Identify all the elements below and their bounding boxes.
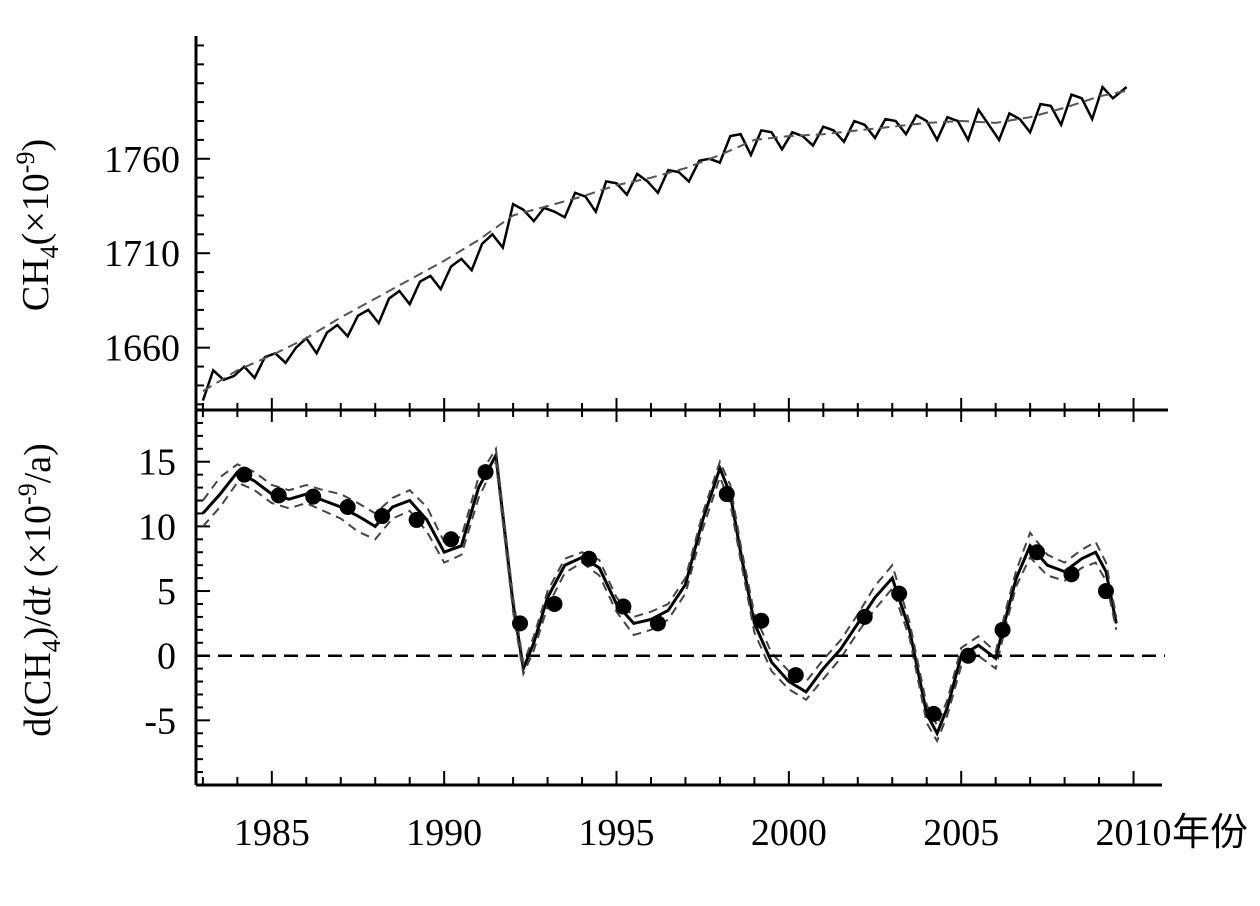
top-y-tick-label: 1660	[104, 328, 180, 370]
bottom-y-tick-label: 0	[157, 636, 176, 678]
bottom-x-tick-label: 1995	[579, 812, 655, 854]
bottom-y-tick-label: 10	[138, 506, 176, 548]
bottom-panel: -5 0 5 10 15 1985 1990 1995 2000 2005 2010 d(CH4)…	[13, 410, 1248, 854]
bottom-ylabel-b: )/d	[17, 597, 59, 639]
data-point	[270, 487, 287, 504]
data-point	[477, 464, 494, 481]
data-point	[787, 667, 804, 684]
bottom-ylabel-c: (×10	[17, 505, 59, 587]
data-point	[580, 550, 597, 567]
data-point	[718, 486, 735, 503]
bottom-y-tick-label: -5	[144, 700, 176, 742]
data-point	[615, 598, 632, 615]
bottom-ylabel-t: t	[17, 585, 59, 597]
data-point	[236, 466, 253, 483]
bottom-series-group	[196, 445, 1165, 744]
data-point	[925, 705, 942, 722]
bottom-y-ticks: -5 0 5 10 15	[138, 421, 210, 774]
top-y-ticks: 1660 1710 1760	[104, 44, 210, 406]
top-y-axis-title: CH4(×10-9)	[11, 139, 64, 311]
top-y-tick-label: 1710	[104, 233, 180, 275]
middle-x-ticks	[201, 398, 1135, 422]
top-panel: 1660 1710 1760 CH4(×10-9)	[11, 36, 1128, 410]
top-y-tick-label: 1760	[104, 139, 180, 181]
data-point	[1063, 566, 1080, 583]
bottom-x-ticks: 1985 1990 1995 2000 2005 2010	[201, 771, 1172, 854]
bottom-ylabel-sup: -9	[13, 483, 42, 505]
bottom-y-tick-label: 5	[157, 571, 176, 613]
bottom-series-line-2	[202, 458, 1118, 744]
data-point	[374, 508, 391, 525]
data-point	[649, 615, 666, 632]
bottom-series-line-1	[202, 445, 1118, 728]
bottom-x-tick-label: 2000	[751, 812, 827, 854]
bottom-x-tick-label: 2005	[923, 812, 999, 854]
bottom-series-line-0	[201, 450, 1118, 737]
top-ylabel-close: )	[15, 139, 57, 152]
data-point	[891, 585, 908, 602]
top-series-line-0	[201, 84, 1128, 402]
top-series-group	[201, 84, 1128, 402]
data-point	[546, 595, 563, 612]
data-point	[443, 531, 460, 548]
data-point	[305, 488, 322, 505]
data-point	[856, 608, 873, 625]
data-point	[512, 615, 528, 632]
bottom-ylabel-sub: 4	[37, 639, 66, 652]
x-axis-unit-label: 年份	[1172, 812, 1248, 854]
top-ylabel-sub: 4	[35, 245, 64, 258]
bottom-x-tick-label: 2010	[1096, 812, 1172, 854]
top-series-line-1	[202, 89, 1127, 392]
data-point	[408, 511, 425, 528]
data-point	[753, 612, 770, 629]
bottom-x-tick-label: 1985	[234, 812, 310, 854]
bottom-ylabel-d: /a)	[17, 443, 59, 483]
top-ylabel-rest: (×10	[15, 173, 57, 245]
data-point	[994, 621, 1011, 638]
top-ylabel-sup: -9	[11, 152, 40, 174]
top-ylabel-main: CH	[15, 258, 57, 311]
bottom-y-tick-label: 15	[138, 442, 176, 484]
data-point	[339, 498, 356, 515]
data-point	[1029, 544, 1046, 561]
data-point	[1097, 583, 1114, 600]
bottom-y-axis-title: d(CH4)/dt (×10-9/a)	[13, 443, 66, 737]
bottom-ylabel-a: d(CH	[17, 652, 59, 736]
bottom-x-tick-label: 1990	[406, 812, 482, 854]
